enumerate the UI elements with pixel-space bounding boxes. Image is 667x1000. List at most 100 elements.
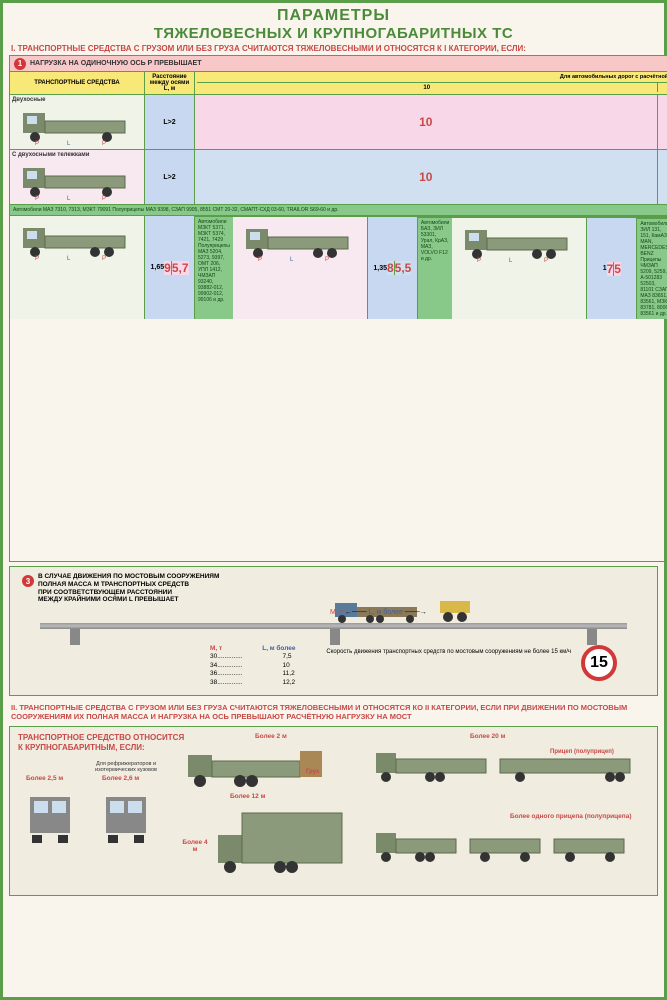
length20-label: Более 20 м <box>470 733 505 740</box>
left-table-head: ТРАНСПОРТНЫЕ СРЕДСТВА Расстояние между о… <box>10 72 667 94</box>
subtitle-i: I. ТРАНСПОРТНЫЕ СРЕДСТВА С ГРУЗОМ ИЛИ БЕ… <box>3 42 664 55</box>
veh-label: Двухосные <box>12 97 142 103</box>
svg-text:L: L <box>290 257 294 261</box>
cell-dist: 1,35 85,5 <box>368 217 418 319</box>
left-header-text: НАГРУЗКА НА ОДИНОЧНУЮ ОСЬ Р ПРЕВЫШАЕТ <box>30 60 202 67</box>
svg-text:P: P <box>35 256 39 260</box>
svg-text:P: P <box>102 196 106 200</box>
badge-1-icon: 1 <box>14 58 26 70</box>
section3-bridge: 3 В СЛУЧАЕ ДВИЖЕНИЯ ПО МОСТОВЫМ СООРУЖЕН… <box>9 566 658 696</box>
section4-dimensions: ТРАНСПОРТНОЕ СРЕДСТВО ОТНОСИТСЯ К КРУПНО… <box>9 726 658 896</box>
th-dist: Расстояние между осями L, м <box>145 72 195 94</box>
multi-trailer-label: Более одного прицепа (полуприцепа) <box>510 813 631 820</box>
truck-front-icon <box>96 789 156 849</box>
bridge-pier <box>70 629 80 645</box>
svg-text:P: P <box>35 196 39 200</box>
width-note: Для рефрижераторов и изотермических кузо… <box>86 761 166 773</box>
cell-vehicle: PP L <box>233 217 368 319</box>
cell-values: 106 <box>195 150 667 204</box>
s3-t1: В СЛУЧАЕ ДВИЖЕНИЯ ПО МОСТОВЫМ СООРУЖЕНИЯ… <box>38 573 219 581</box>
val1: 10 <box>195 95 658 149</box>
badge-3-icon: 3 <box>22 575 34 587</box>
subtitle-ii: II. ТРАНСПОРТНЫЕ СРЕДСТВА С ГРУЗОМ ИЛИ Б… <box>3 700 664 724</box>
s3-t2: ПОЛНАЯ МАССА М ТРАНСПОРТНЫХ СРЕДСТВ <box>38 581 219 589</box>
cell-vehicle: С двухосными тележками P P L <box>10 150 145 204</box>
table-row: С двухосными тележками P P L L>2 106 <box>10 149 667 204</box>
val2: 5,7 <box>172 261 189 275</box>
svg-text:P: P <box>35 141 39 145</box>
bridge-pier <box>587 629 597 645</box>
length2-label: Более 12 м <box>230 793 265 800</box>
cell-vehicle: PP L <box>452 218 587 319</box>
svg-text:P: P <box>325 257 329 261</box>
note-row: Автомобили БАЗ, ЗИЛ 53301, Урал, КрАЗ, М… <box>418 217 452 319</box>
cell-vehicle: Двухосные PP L <box>10 95 145 149</box>
truck-trailer-icon <box>370 745 650 789</box>
bridge-m-label: M, т ←─── L, м более ───→ <box>330 609 427 616</box>
veh-label: С двухосными тележками <box>12 152 142 158</box>
val2: 6 <box>658 95 667 149</box>
th-c1: 10 <box>197 83 658 92</box>
svg-text:L: L <box>67 196 71 200</box>
cell-values: 85,5 <box>387 261 411 275</box>
truck-icon: PP L <box>17 160 137 200</box>
val2: 5 <box>614 262 621 276</box>
note-row: Автомобили ЗИЛ 131, 151, КамАЗ, MAN, MER… <box>637 218 667 319</box>
val1: 10 <box>195 150 658 204</box>
truck-icon: PP L <box>459 222 579 262</box>
cell-dist: L>2 <box>145 95 195 149</box>
speed-text: Скорость движения транспортных средств п… <box>326 649 571 656</box>
svg-text:P: P <box>102 256 106 260</box>
bridge-diagram: M, т ←─── L, м более ───→ <box>10 611 657 641</box>
cell-dist: 1,65 95,7 <box>145 216 195 319</box>
val2: 5,5 <box>395 261 412 275</box>
main-title: ПАРАМЕТРЫ ТЯЖЕЛОВЕСНЫХ И КРУПНОГАБАРИТНЫ… <box>3 3 664 42</box>
cell-values: 106 <box>195 95 667 149</box>
s4-title2: К КРУПНОГАБАРИТНЫМ, ЕСЛИ: <box>18 743 184 753</box>
svg-text:P: P <box>544 258 548 262</box>
th-c2: 6 <box>658 83 667 92</box>
val1: 7 <box>607 262 615 276</box>
svg-text:L: L <box>67 141 71 145</box>
width-label: Более 2,5 м <box>26 775 63 782</box>
left-table: 1 НАГРУЗКА НА ОДИНОЧНУЮ ОСЬ Р ПРЕВЫШАЕТ … <box>9 55 667 562</box>
truck-side-icon <box>180 745 330 791</box>
truck-tall-icon <box>210 809 350 879</box>
cargo-label: Груз <box>306 769 319 775</box>
title-line2: ТЯЖЕЛОВЕСНЫХ И КРУПНОГАБАРИТНЫХ ТС <box>11 25 656 42</box>
s3-t4: МЕЖДУ КРАЙНИМИ ОСЯМИ L ПРЕВЫШАЕТ <box>38 596 219 604</box>
svg-text:P: P <box>477 258 481 262</box>
cell-vehicle: PP L <box>10 216 145 319</box>
svg-text:P: P <box>258 257 262 261</box>
bridge-pier <box>330 629 340 645</box>
table-row: P P L 1,65 95,7 Автомобили МЗКТ 5371, МЗК… <box>10 215 667 319</box>
note-row: Автомобили МАЗ 7310, 7313, МЗКТ 79091 По… <box>10 204 667 215</box>
th-vehicle: ТРАНСПОРТНЫЕ СРЕДСТВА <box>10 72 145 94</box>
table-row: P P L 1,35 85,5 Автомобили БАЗ, ЗИЛ 53301… <box>233 216 667 319</box>
two-column-tables: 1 НАГРУЗКА НА ОДИНОЧНУЮ ОСЬ Р ПРЕВЫШАЕТ … <box>3 55 664 562</box>
s4-title1: ТРАНСПОРТНОЕ СРЕДСТВО ОТНОСИТСЯ <box>18 733 184 743</box>
val1: 8 <box>387 261 395 275</box>
poster: ПАРАМЕТРЫ ТЯЖЕЛОВЕСНЫХ И КРУПНОГАБАРИТНЫ… <box>0 0 667 1000</box>
svg-text:L: L <box>67 256 71 260</box>
cell-dist: 1 75 <box>587 218 637 319</box>
speed-limit-sign-icon: 15 <box>581 645 617 681</box>
width-alt: Более 2,6 м <box>102 775 139 782</box>
truck-multitrailer-icon <box>370 825 650 869</box>
bridge-data-table: M, тL, м более30..............7,534.....… <box>210 645 296 687</box>
cell-values: 95,7 <box>164 261 188 275</box>
table-row: PP L 1 75 Автомобили ЗИЛ 131, 151, КамАЗ… <box>452 217 667 319</box>
truck-icon: PP L <box>17 220 137 260</box>
th-load-top: Для автомобильных дорог с расчётной нагр… <box>197 74 667 83</box>
th-load: Для автомобильных дорог с расчётной нагр… <box>195 72 667 94</box>
height-label: Более 4 м <box>180 839 210 853</box>
note-row: Автомобили МЗКТ 5371, МЗКТ 5374, 7421, 7… <box>195 216 233 319</box>
truck-front-icon <box>20 789 80 849</box>
table-row: Двухосные PP L L>2 106 <box>10 94 667 149</box>
val2: 6 <box>658 150 667 204</box>
truck-icon: PP L <box>240 221 360 261</box>
cell-dist: L>2 <box>145 150 195 204</box>
section3-text: В СЛУЧАЕ ДВИЖЕНИЯ ПО МОСТОВЫМ СООРУЖЕНИЯ… <box>38 573 219 604</box>
val1: 9 <box>164 261 172 275</box>
s4-title: ТРАНСПОРТНОЕ СРЕДСТВО ОТНОСИТСЯ К КРУПНО… <box>18 733 184 752</box>
